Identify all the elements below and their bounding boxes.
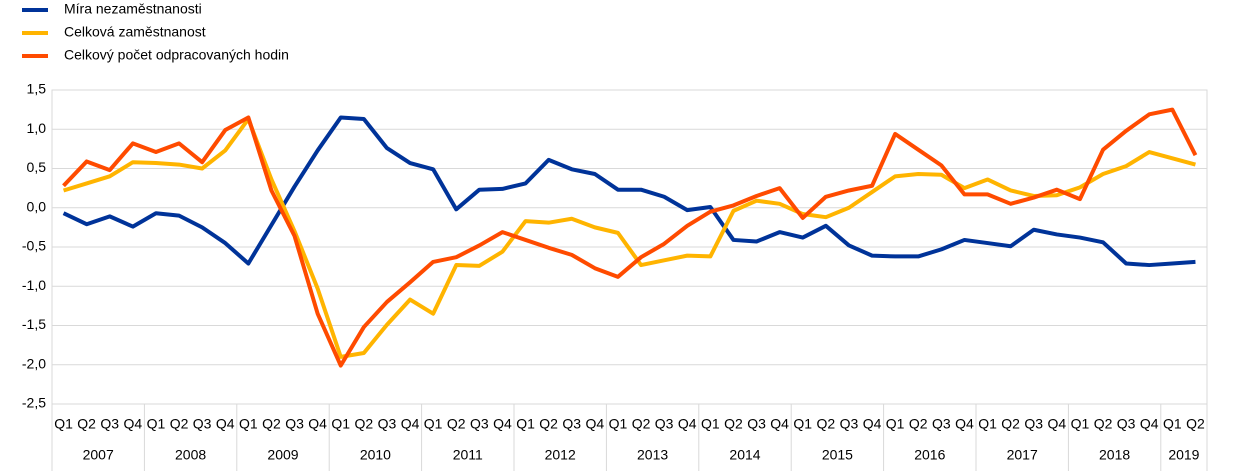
y-tick-label: 1,5 — [27, 81, 47, 97]
year-label: 2008 — [175, 447, 206, 463]
x-tick-label: Q3 — [1024, 416, 1043, 432]
year-label: 2009 — [267, 447, 298, 463]
x-tick-label: Q3 — [470, 416, 489, 432]
x-tick-label: Q4 — [124, 416, 143, 432]
x-tick-label: Q3 — [100, 416, 119, 432]
y-tick-label: -1,5 — [22, 316, 46, 332]
x-tick-label: Q2 — [817, 416, 836, 432]
series-line — [62, 117, 1196, 359]
x-tick-label: Q2 — [170, 416, 189, 432]
y-tick-label: -1,0 — [22, 277, 46, 293]
x-tick-label: Q4 — [401, 416, 420, 432]
x-tick-label: Q4 — [586, 416, 605, 432]
y-tick-label: -2,5 — [22, 395, 46, 411]
x-tick-label: Q3 — [562, 416, 581, 432]
x-tick-label: Q2 — [909, 416, 928, 432]
year-label: 2011 — [453, 447, 483, 463]
year-label: 2007 — [83, 447, 114, 463]
year-label: 2018 — [1099, 447, 1130, 463]
x-tick-label: Q4 — [1048, 416, 1067, 432]
x-tick-label: Q1 — [516, 416, 535, 432]
x-tick-label: Q2 — [447, 416, 466, 432]
x-tick-label: Q4 — [770, 416, 789, 432]
legend-label: Míra nezaměstnanosti — [64, 1, 202, 17]
x-tick-label: Q3 — [747, 416, 766, 432]
x-tick-label: Q1 — [1163, 416, 1182, 432]
series-line — [62, 115, 1196, 268]
x-tick-label: Q1 — [793, 416, 812, 432]
year-label: 2019 — [1168, 447, 1199, 463]
x-tick-label: Q2 — [1094, 416, 1113, 432]
y-tick-label: 1,0 — [27, 120, 47, 136]
x-tick-label: Q2 — [77, 416, 96, 432]
x-tick-label: Q1 — [239, 416, 258, 432]
x-tick-label: Q2 — [632, 416, 651, 432]
x-tick-label: Q3 — [655, 416, 674, 432]
x-tick-label: Q4 — [1140, 416, 1159, 432]
x-tick-label: Q1 — [886, 416, 905, 432]
year-label: 2012 — [545, 447, 576, 463]
y-tick-label: -2,0 — [22, 355, 46, 371]
x-tick-label: Q4 — [308, 416, 327, 432]
x-tick-label: Q2 — [1001, 416, 1020, 432]
x-tick-label: Q1 — [609, 416, 628, 432]
x-tick-label: Q4 — [863, 416, 882, 432]
x-tick-label: Q1 — [331, 416, 350, 432]
x-tick-label: Q3 — [378, 416, 397, 432]
y-tick-label: 0,5 — [27, 159, 47, 175]
x-tick-label: Q4 — [678, 416, 697, 432]
x-tick-label: Q3 — [840, 416, 859, 432]
x-tick-label: Q4 — [216, 416, 235, 432]
x-tick-label: Q2 — [262, 416, 281, 432]
year-label: 2015 — [822, 447, 853, 463]
x-tick-label: Q4 — [493, 416, 512, 432]
x-tick-label: Q1 — [701, 416, 720, 432]
x-tick-label: Q1 — [978, 416, 997, 432]
series-line — [62, 107, 1198, 368]
y-tick-label: -0,5 — [22, 238, 46, 254]
year-label: 2014 — [729, 447, 760, 463]
plot-frame — [51, 89, 1208, 405]
x-tick-label: Q2 — [355, 416, 374, 432]
year-label: 2010 — [360, 447, 391, 463]
x-tick-label: Q4 — [955, 416, 974, 432]
x-tick-label: Q1 — [54, 416, 73, 432]
legend-label: Celková zaměstnanost — [64, 24, 206, 40]
x-tick-label: Q3 — [285, 416, 304, 432]
year-label: 2013 — [637, 447, 668, 463]
x-tick-label: Q2 — [724, 416, 743, 432]
x-tick-label: Q3 — [932, 416, 951, 432]
x-tick-label: Q1 — [147, 416, 166, 432]
x-tick-label: Q3 — [1117, 416, 1136, 432]
legend-label: Celkový počet odpracovaných hodin — [64, 47, 289, 63]
x-tick-label: Q1 — [1071, 416, 1090, 432]
year-label: 2016 — [914, 447, 945, 463]
x-tick-label: Q3 — [193, 416, 212, 432]
x-tick-label: Q2 — [1186, 416, 1205, 432]
y-tick-label: 0,0 — [27, 198, 47, 214]
x-tick-label: Q1 — [424, 416, 443, 432]
year-label: 2017 — [1007, 447, 1038, 463]
x-tick-label: Q2 — [539, 416, 558, 432]
